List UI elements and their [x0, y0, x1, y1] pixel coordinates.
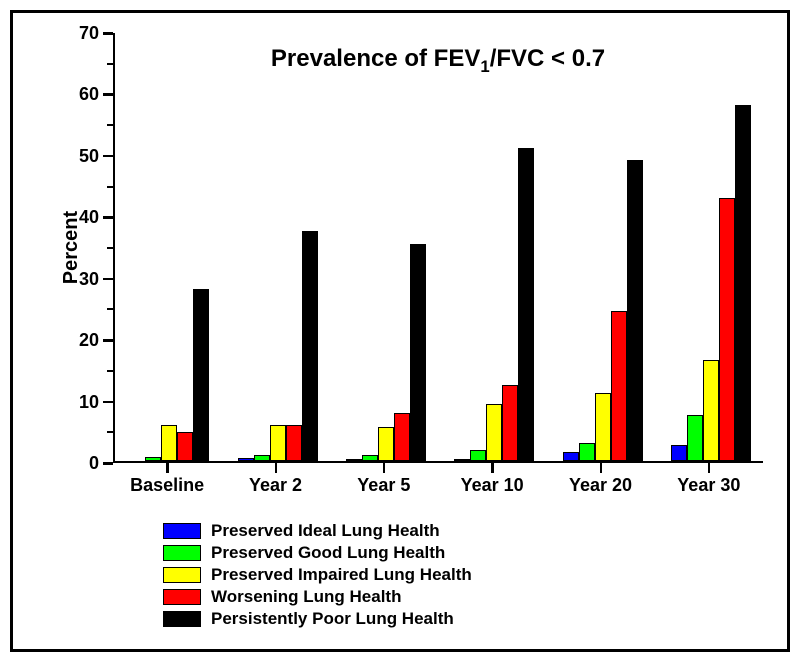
x-tick-label: Baseline — [130, 475, 204, 496]
legend-item-impaired: Preserved Impaired Lung Health — [163, 565, 472, 585]
y-tick-minor — [107, 431, 113, 433]
y-tick-minor — [107, 370, 113, 372]
legend-item-good: Preserved Good Lung Health — [163, 543, 472, 563]
bar-ideal — [346, 459, 362, 461]
bar-poor — [627, 160, 643, 461]
y-tick-minor — [107, 186, 113, 188]
x-tick — [600, 463, 603, 473]
x-tick-label: Year 30 — [677, 475, 740, 496]
x-tick — [166, 463, 169, 473]
legend-swatch — [163, 545, 201, 561]
bar-ideal — [238, 458, 254, 461]
bar-worsening — [286, 425, 302, 461]
y-tick — [103, 32, 113, 35]
bar-impaired — [161, 425, 177, 461]
legend-swatch — [163, 589, 201, 605]
y-tick — [103, 339, 113, 342]
chart-frame: Prevalence of FEV1/FVC < 0.7 Percent Pre… — [10, 10, 790, 652]
x-tick-label: Year 2 — [249, 475, 302, 496]
bar-ideal — [563, 452, 579, 461]
bar-poor — [302, 231, 318, 461]
y-tick-label: 30 — [65, 269, 99, 290]
y-tick-label: 0 — [65, 453, 99, 474]
y-tick — [103, 93, 113, 96]
legend-item-worsening: Worsening Lung Health — [163, 587, 472, 607]
legend-swatch — [163, 523, 201, 539]
x-tick — [708, 463, 711, 473]
y-tick — [103, 401, 113, 404]
bar-impaired — [270, 425, 286, 461]
bar-good — [579, 443, 595, 461]
y-tick-label: 20 — [65, 330, 99, 351]
y-tick-minor — [107, 308, 113, 310]
y-tick-label: 40 — [65, 207, 99, 228]
bar-ideal — [454, 459, 470, 461]
bar-worsening — [394, 413, 410, 461]
y-tick-label: 60 — [65, 84, 99, 105]
legend-swatch — [163, 611, 201, 627]
x-tick-label: Year 10 — [461, 475, 524, 496]
bar-worsening — [177, 432, 193, 461]
y-tick — [103, 216, 113, 219]
legend-label: Worsening Lung Health — [211, 587, 401, 607]
legend: Preserved Ideal Lung HealthPreserved Goo… — [163, 521, 472, 631]
y-tick-minor — [107, 63, 113, 65]
bar-good — [470, 450, 486, 461]
bar-worsening — [719, 198, 735, 461]
bar-good — [145, 457, 161, 461]
bar-poor — [518, 148, 534, 461]
plot-area — [113, 33, 763, 463]
legend-swatch — [163, 567, 201, 583]
y-tick-label: 10 — [65, 392, 99, 413]
bar-poor — [193, 289, 209, 461]
y-tick — [103, 462, 113, 465]
legend-label: Preserved Ideal Lung Health — [211, 521, 440, 541]
x-tick — [383, 463, 386, 473]
bar-worsening — [502, 385, 518, 461]
legend-item-ideal: Preserved Ideal Lung Health — [163, 521, 472, 541]
x-tick-label: Year 20 — [569, 475, 632, 496]
legend-label: Preserved Impaired Lung Health — [211, 565, 472, 585]
chart-title: Prevalence of FEV1/FVC < 0.7 — [271, 45, 605, 77]
bar-worsening — [611, 311, 627, 462]
bar-poor — [410, 244, 426, 461]
bar-good — [687, 415, 703, 461]
x-tick — [275, 463, 278, 473]
bar-impaired — [378, 427, 394, 461]
x-tick — [491, 463, 494, 473]
bar-impaired — [595, 393, 611, 461]
legend-label: Persistently Poor Lung Health — [211, 609, 454, 629]
bar-impaired — [486, 404, 502, 461]
bar-poor — [735, 105, 751, 461]
bar-impaired — [703, 360, 719, 461]
y-tick-label: 50 — [65, 146, 99, 167]
bar-good — [254, 455, 270, 461]
legend-item-poor: Persistently Poor Lung Health — [163, 609, 472, 629]
y-tick — [103, 278, 113, 281]
y-tick-minor — [107, 247, 113, 249]
y-tick-label: 70 — [65, 23, 99, 44]
y-tick — [103, 155, 113, 158]
legend-label: Preserved Good Lung Health — [211, 543, 445, 563]
x-tick-label: Year 5 — [357, 475, 410, 496]
bar-good — [362, 455, 378, 461]
bar-ideal — [671, 445, 687, 461]
y-tick-minor — [107, 124, 113, 126]
